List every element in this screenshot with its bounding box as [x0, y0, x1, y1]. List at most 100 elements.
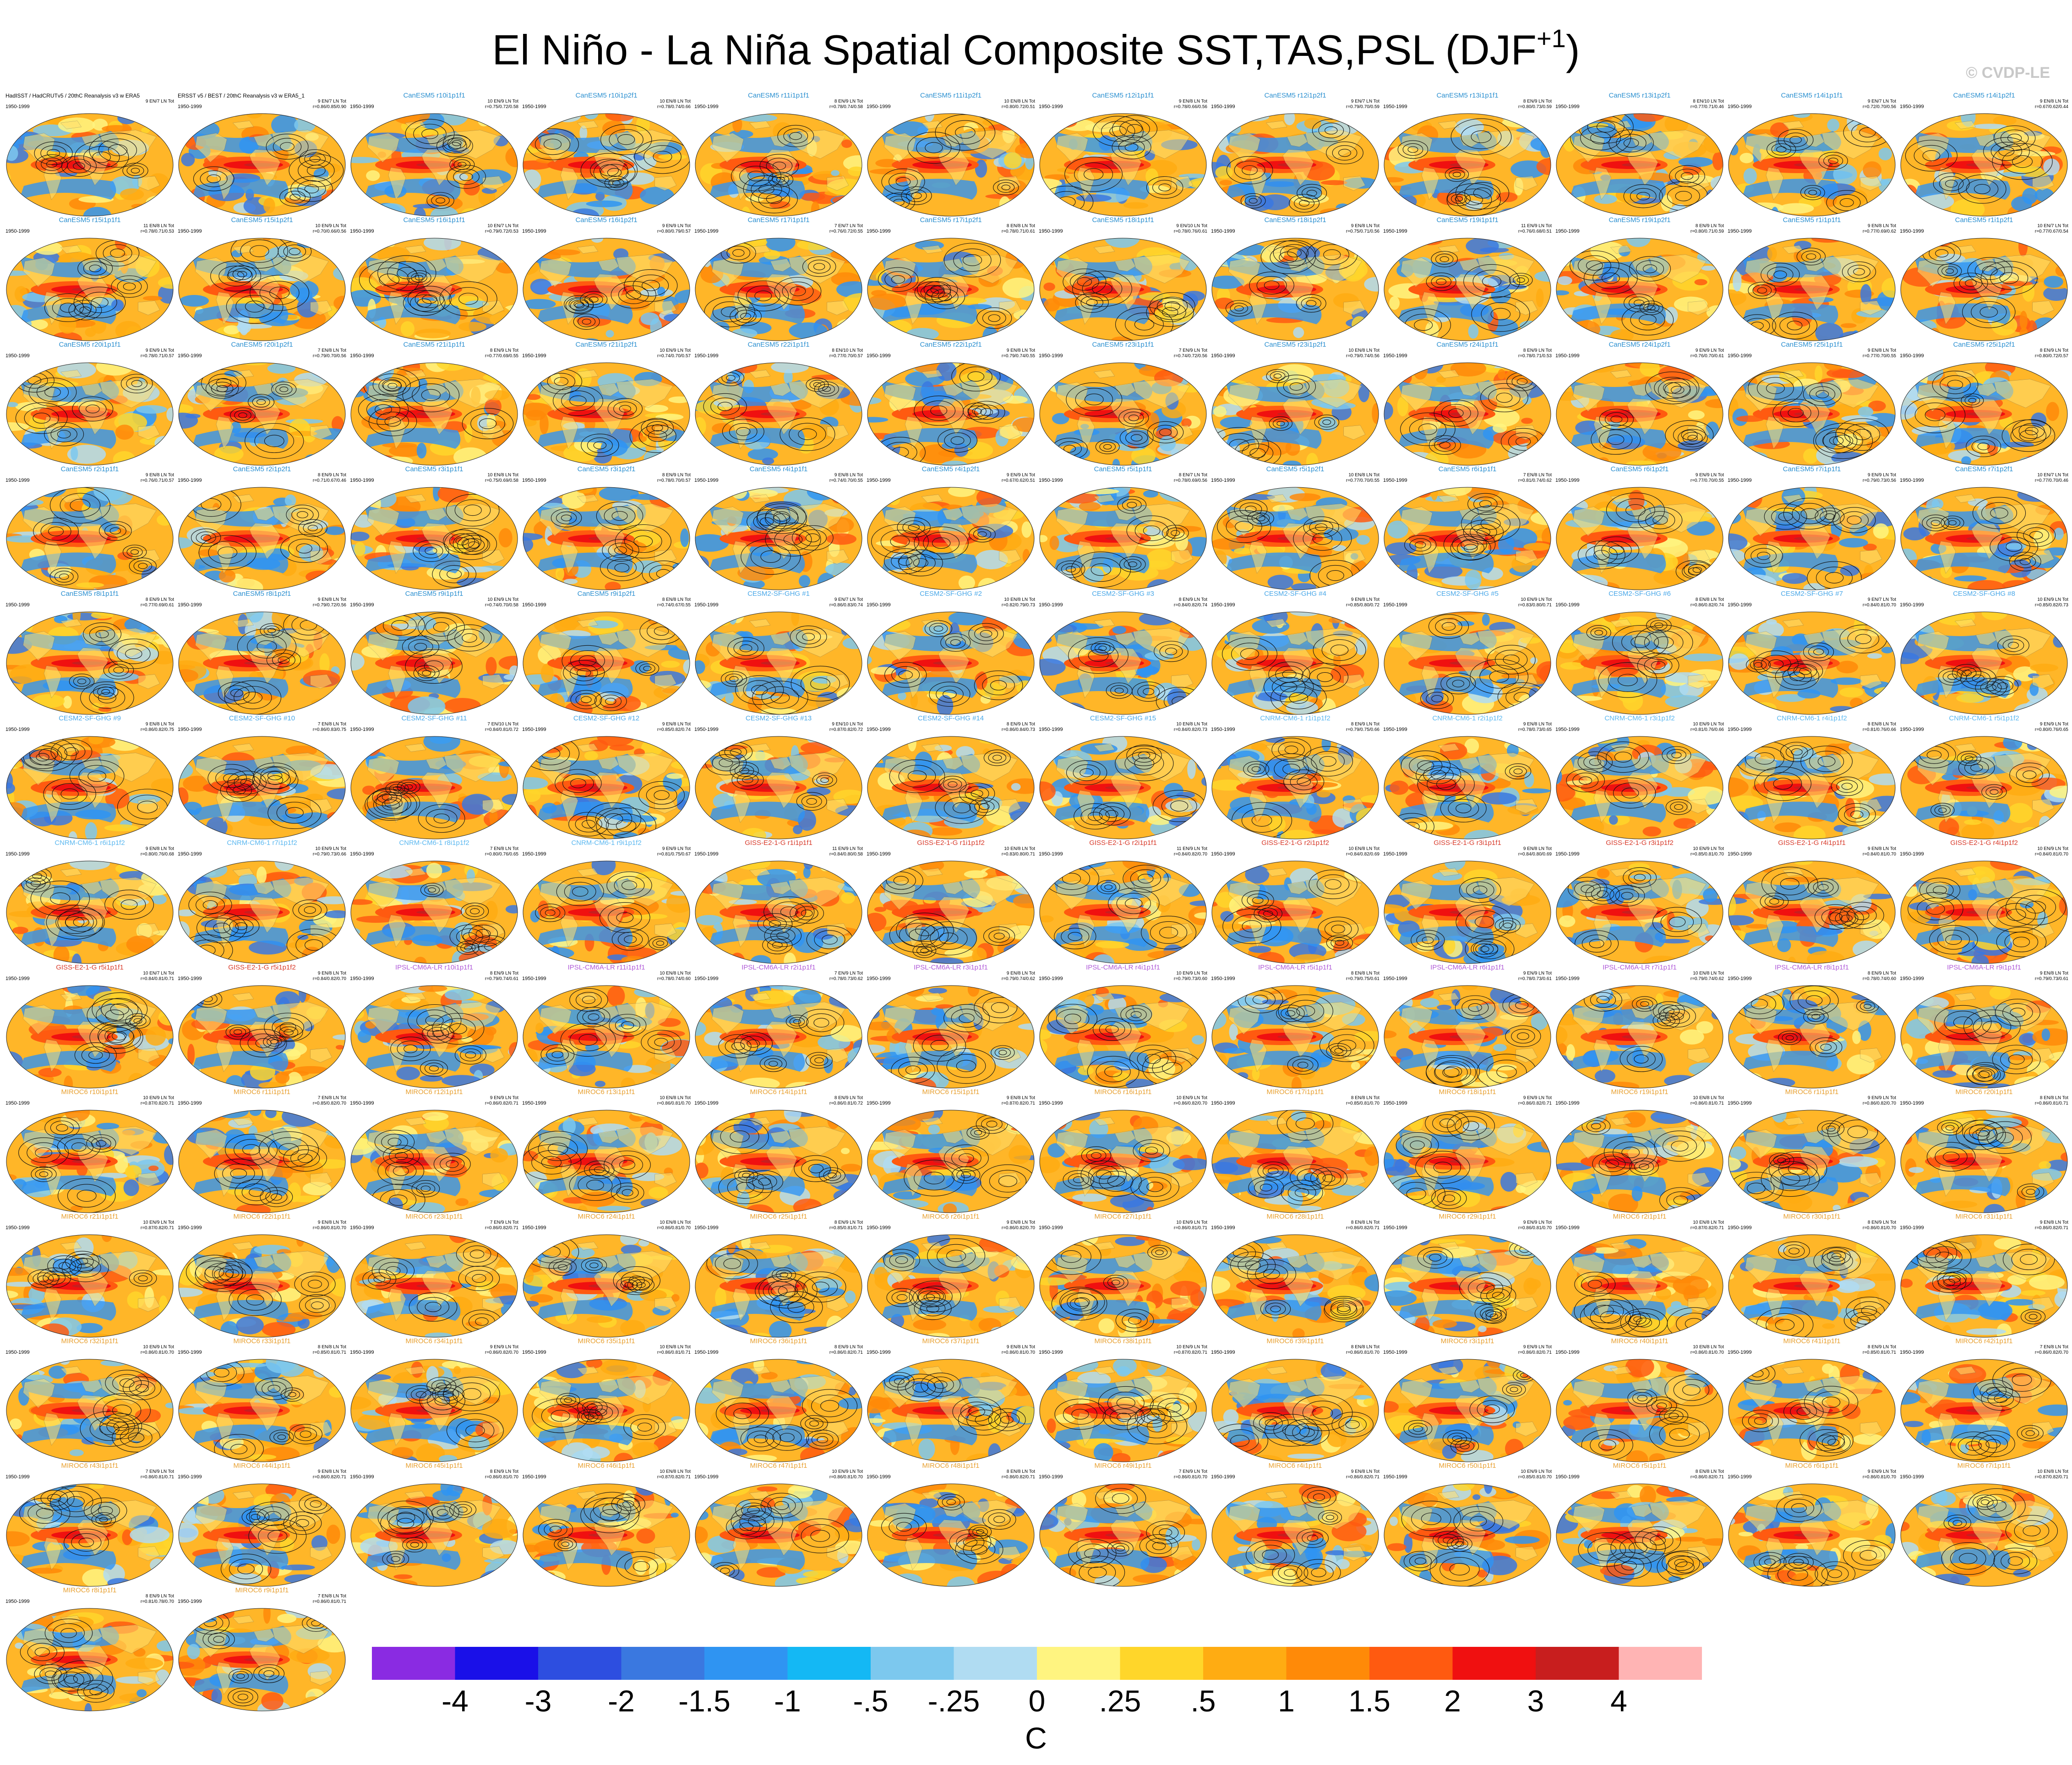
panel-title: GISS-E2-1-G r5i1p1f1 — [56, 964, 124, 971]
colorbar-label: -3 — [524, 1684, 552, 1718]
panel-period: 1950-1999 — [178, 1100, 202, 1106]
panel-title: MIROC6 r36i1p1f1 — [750, 1337, 807, 1345]
composite-map — [523, 1234, 690, 1338]
composite-map — [1900, 861, 2068, 964]
composite-map — [1211, 1359, 1379, 1462]
panel-stats: 10 EN/8 LN Tot r=0.87/0.82/0.71 — [1690, 1220, 1724, 1231]
panel-period: 1950-1999 — [1039, 104, 1063, 109]
composite-map — [1900, 1483, 2068, 1587]
panel-stats: 9 EN/8 LN Tot r=0.79/0.74/0.55 — [1001, 348, 1035, 359]
composite-map — [1039, 611, 1207, 715]
panel-title: CanESM5 r3i1p1f1 — [405, 465, 463, 473]
panel-stats: 10 EN/7 LN Tot r=0.77/0.70/0.46 — [2034, 473, 2068, 483]
composite-map — [867, 487, 1035, 590]
panel-stats: 8 EN/9 LN Tot r=0.86/0.84/0.73 — [1001, 722, 1035, 732]
panel-stats: 8 EN/9 LN Tot r=0.86/0.81/0.70 — [485, 1469, 518, 1480]
composite-map — [1900, 113, 2068, 217]
panel-stats: 9 EN/7 LN Tot r=0.86/0.83/0.74 — [829, 597, 863, 608]
map-panel: IPSL-CM6A-LR r8i1p1f1 1950-1999 8 EN/9 LN … — [1728, 963, 1896, 1095]
colorbar-swatch — [1120, 1647, 1204, 1680]
composite-map — [1211, 736, 1379, 839]
panel-stats: 10 EN/8 LN Tot r=0.84/0.82/0.73 — [1173, 722, 1207, 732]
panel-stats: 9 EN/8 LN Tot r=0.85/0.80/0.72 — [1346, 597, 1380, 608]
map-panel: CanESM5 r12i1p1f1 1950-1999 9 EN/8 LN Tot … — [1039, 91, 1207, 223]
panel-stats: 9 EN/8 LN Tot r=0.86/0.82/0.71 — [2034, 1220, 2068, 1231]
map-panel: CanESM5 r4i1p1f1 1950-1999 9 EN/8 LN Tot r… — [694, 464, 863, 597]
composite-map — [1211, 362, 1379, 466]
panel-stats: 9 EN/9 LN Tot r=0.86/0.82/0.71 — [1518, 1345, 1552, 1355]
composite-map — [178, 113, 346, 217]
map-panel: HadISST / HadCRUTv5 / 20thC Reanalysis v… — [5, 91, 174, 223]
panel-title: MIROC6 r46i1p1f1 — [578, 1462, 635, 1470]
panel-period: 1950-1999 — [1728, 1474, 1752, 1480]
panel-title: CESM2-SF-GHG #11 — [401, 714, 467, 722]
composite-map — [1900, 1359, 2068, 1462]
panel-period: 1950-1999 — [1900, 353, 1924, 359]
panel-stats: 11 EN/8 LN Tot r=0.78/0.71/0.53 — [140, 223, 174, 234]
map-panel: CanESM5 r11i1p1f1 1950-1999 8 EN/9 LN Tot … — [694, 91, 863, 223]
map-panel: CanESM5 r21i1p2f1 1950-1999 10 EN/9 LN Tot… — [522, 340, 691, 473]
panel-stats: 8 EN/9 LN Tot r=0.80/0.71/0.59 — [1690, 223, 1724, 234]
composite-map — [695, 861, 862, 964]
panel-stats: 10 EN/8 LN Tot r=0.78/0.74/0.60 — [657, 971, 691, 981]
composite-map — [695, 1483, 862, 1587]
panel-title: MIROC6 r48i1p1f1 — [922, 1462, 980, 1470]
panel-stats: 10 EN/8 LN Tot r=0.87/0.82/0.71 — [657, 1469, 691, 1480]
map-panel: CanESM5 r15i1p1f1 1950-1999 11 EN/8 LN Tot… — [5, 215, 174, 348]
composite-map — [1556, 736, 1723, 839]
composite-map — [1211, 985, 1379, 1089]
panel-period: 1950-1999 — [1900, 1350, 1924, 1355]
panel-title: CanESM5 r1i1p1f1 — [1783, 216, 1841, 224]
panel-title: CanESM5 r18i1p2f1 — [1264, 216, 1326, 224]
panel-period: 1950-1999 — [350, 1474, 374, 1480]
composite-map — [1384, 861, 1551, 964]
composite-map — [350, 1483, 518, 1587]
panel-title: MIROC6 r8i1p1f1 — [63, 1586, 117, 1594]
map-panel: CNRM-CM6-1 r1i1p1f2 1950-1999 8 EN/9 LN To… — [1211, 714, 1380, 846]
composite-map — [1556, 1234, 1723, 1338]
composite-map — [523, 1110, 690, 1213]
panel-period: 1950-1999 — [1555, 1100, 1580, 1106]
panel-period: 1950-1999 — [694, 104, 719, 109]
panel-stats: 7 EN/9 LN Tot r=0.86/0.81/0.71 — [140, 1469, 174, 1480]
map-panel: MIROC6 r46i1p1f1 1950-1999 10 EN/8 LN Tot … — [522, 1461, 691, 1594]
map-panel: GISS-E2-1-G r5i1p1f1 1950-1999 10 EN/7 LN … — [5, 963, 174, 1095]
panel-stats: 9 EN/9 LN Tot r=0.86/0.82/0.71 — [1518, 1095, 1552, 1106]
colorbar-label: .25 — [1099, 1684, 1141, 1718]
panel-stats: 8 EN/8 LN Tot r=0.86/0.82/0.71 — [1001, 1469, 1035, 1480]
composite-map — [6, 362, 174, 466]
panel-title: CESM2-SF-GHG #10 — [229, 714, 295, 722]
map-panel: MIROC6 r47i1p1f1 1950-1999 10 EN/9 LN Tot … — [694, 1461, 863, 1594]
panel-period: 1950-1999 — [5, 976, 30, 981]
panel-stats: 9 EN/8 LN Tot r=0.80/0.76/0.68 — [140, 846, 174, 857]
panel-stats: 10 EN/9 LN Tot r=0.70/0.66/0.56 — [312, 223, 346, 234]
panel-title: CanESM5 r13i1p1f1 — [1436, 92, 1499, 99]
map-panel: CanESM5 r10i1p1f1 1950-1999 10 EN/9 LN Tot… — [350, 91, 518, 223]
composite-map — [350, 1234, 518, 1338]
panel-stats: 10 EN/9 LN Tot r=0.85/0.81/0.70 — [1690, 846, 1724, 857]
colorbar-swatch — [704, 1647, 788, 1680]
panel-title: MIROC6 r41i1p1f1 — [1783, 1337, 1841, 1345]
panel-stats: 7 EN/9 LN Tot r=0.78/0.73/0.62 — [829, 971, 863, 981]
panel-period: 1950-1999 — [5, 1474, 30, 1480]
panel-period: 1950-1999 — [867, 1100, 891, 1106]
map-panel: CanESM5 r13i1p2f1 1950-1999 8 EN/10 LN Tot… — [1555, 91, 1724, 223]
panel-stats: 8 EN/9 LN Tot r=0.78/0.74/0.58 — [829, 99, 863, 109]
panel-title: CESM2-SF-GHG #15 — [1090, 714, 1156, 722]
composite-map — [695, 736, 862, 839]
panel-period: 1950-1999 — [5, 727, 30, 732]
panel-title: GISS-E2-1-G r3i1p1f2 — [1606, 839, 1674, 847]
composite-map — [1039, 238, 1207, 341]
map-panel: IPSL-CM6A-LR r9i1p1f1 1950-1999 9 EN/8 LN … — [1900, 963, 2068, 1095]
composite-map — [1728, 736, 1896, 839]
map-panel: CanESM5 r21i1p1f1 1950-1999 8 EN/9 LN Tot … — [350, 340, 518, 473]
panel-stats: 10 EN/9 LN Tot r=0.86/0.81/0.71 — [1173, 1220, 1207, 1231]
panel-period: 1950-1999 — [1211, 602, 1235, 608]
composite-map — [1900, 238, 2068, 341]
map-panel: CanESM5 r12i1p2f1 1950-1999 9 EN/7 LN Tot … — [1211, 91, 1380, 223]
colorbar-unit: C — [1025, 1721, 1047, 1755]
composite-map — [867, 611, 1035, 715]
composite-map — [350, 487, 518, 590]
map-panel: MIROC6 r32i1p1f1 1950-1999 10 EN/9 LN Tot … — [5, 1336, 174, 1469]
map-panel: CESM2-SF-GHG #10 1950-1999 7 EN/8 LN Tot r… — [178, 714, 346, 846]
